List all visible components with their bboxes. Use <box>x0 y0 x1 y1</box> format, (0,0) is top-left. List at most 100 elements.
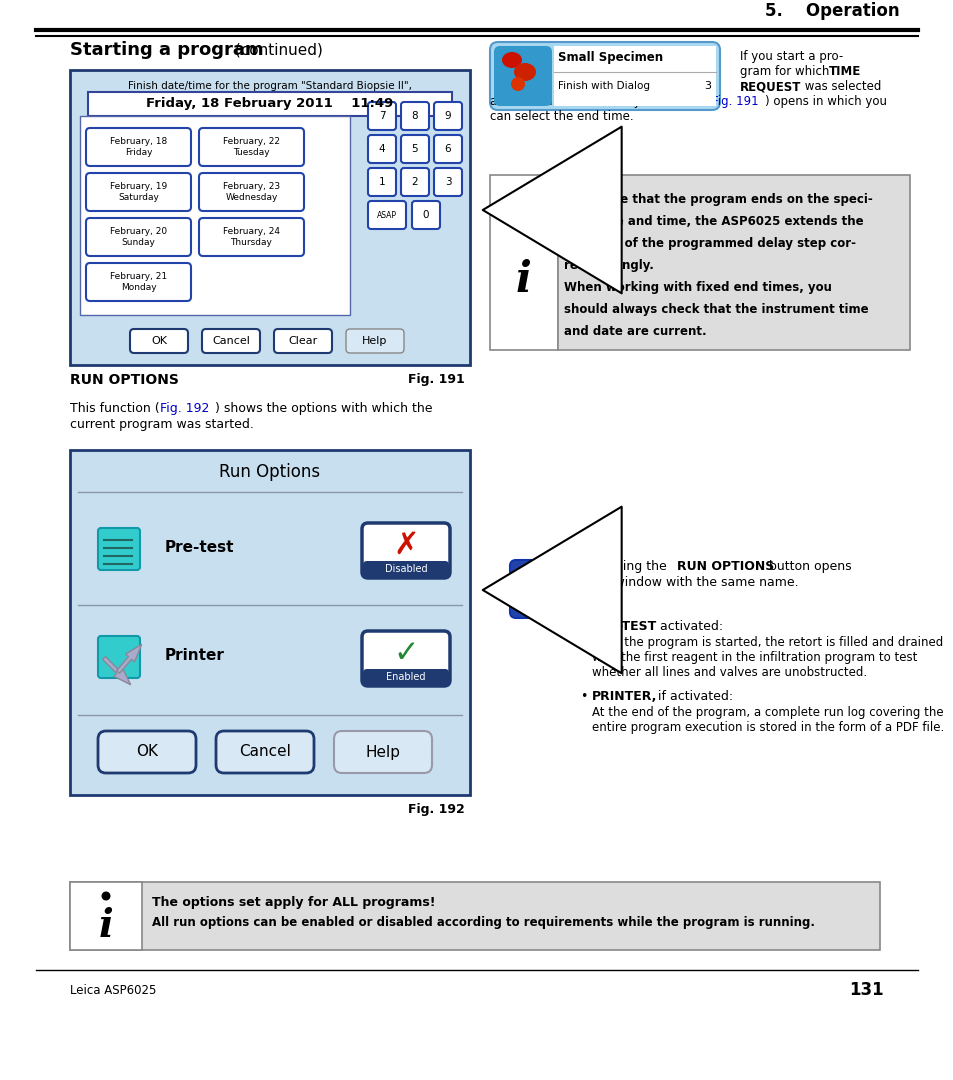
FancyBboxPatch shape <box>86 129 191 166</box>
Text: ✗: ✗ <box>393 531 418 561</box>
Text: respondingly.: respondingly. <box>563 259 653 272</box>
FancyBboxPatch shape <box>98 731 195 773</box>
Text: February, 24
Thursday: February, 24 Thursday <box>223 227 280 246</box>
FancyBboxPatch shape <box>400 168 429 195</box>
FancyBboxPatch shape <box>199 218 304 256</box>
FancyBboxPatch shape <box>199 173 304 211</box>
Text: Clear: Clear <box>288 336 317 346</box>
Text: ) shows the options with which the: ) shows the options with which the <box>214 402 432 415</box>
FancyBboxPatch shape <box>368 201 406 229</box>
Text: should always check that the instrument time: should always check that the instrument … <box>563 303 868 316</box>
FancyBboxPatch shape <box>98 528 140 570</box>
Ellipse shape <box>501 52 521 68</box>
Text: Fig. 191: Fig. 191 <box>711 95 758 108</box>
FancyBboxPatch shape <box>334 731 432 773</box>
Text: 6: 6 <box>444 144 451 154</box>
Text: 5: 5 <box>412 144 417 154</box>
Text: duration of the programmed delay step cor-: duration of the programmed delay step co… <box>563 237 855 249</box>
Text: Cancel: Cancel <box>212 336 250 346</box>
Text: When working with fixed end times, you: When working with fixed end times, you <box>563 281 831 294</box>
Text: The options set apply for ALL programs!: The options set apply for ALL programs! <box>152 896 435 909</box>
FancyBboxPatch shape <box>199 129 304 166</box>
FancyBboxPatch shape <box>490 42 720 110</box>
Text: February, 22
Tuesday: February, 22 Tuesday <box>223 137 280 157</box>
Text: TIME: TIME <box>828 65 861 78</box>
FancyBboxPatch shape <box>202 329 260 353</box>
FancyBboxPatch shape <box>363 669 449 685</box>
Bar <box>88 92 452 116</box>
Text: All run options can be enabled or disabled according to requirements while the p: All run options can be enabled or disabl… <box>152 916 814 929</box>
Bar <box>70 70 470 365</box>
Text: i: i <box>516 259 532 301</box>
FancyBboxPatch shape <box>98 636 140 678</box>
FancyBboxPatch shape <box>86 264 191 301</box>
FancyArrow shape <box>116 645 142 673</box>
Text: Disabled: Disabled <box>384 564 427 573</box>
Text: To ensure that the program ends on the speci-: To ensure that the program ends on the s… <box>563 193 872 206</box>
Bar <box>70 882 879 950</box>
FancyBboxPatch shape <box>400 135 429 163</box>
Text: RUN OPTIONS: RUN OPTIONS <box>677 561 774 573</box>
Text: 7: 7 <box>378 111 385 121</box>
FancyBboxPatch shape <box>361 523 450 578</box>
Ellipse shape <box>519 603 527 609</box>
Text: Fig. 191: Fig. 191 <box>408 373 464 386</box>
Text: current program was started.: current program was started. <box>70 418 253 431</box>
Text: •: • <box>579 690 587 703</box>
Text: 2: 2 <box>412 177 417 187</box>
Text: February, 19
Saturday: February, 19 Saturday <box>110 183 167 202</box>
FancyBboxPatch shape <box>346 329 403 353</box>
Text: Help: Help <box>362 336 387 346</box>
Text: At the end of the program, a complete run log covering the: At the end of the program, a complete ru… <box>592 706 943 719</box>
Text: Finish date/time for the program "Standard Biopsie II",: Finish date/time for the program "Standa… <box>128 81 412 91</box>
Text: 3: 3 <box>703 81 711 91</box>
Text: February, 21
Monday: February, 21 Monday <box>110 272 167 292</box>
FancyBboxPatch shape <box>215 731 314 773</box>
Text: February, 20
Sunday: February, 20 Sunday <box>110 227 167 246</box>
Text: OK: OK <box>136 744 158 759</box>
FancyBboxPatch shape <box>130 329 188 353</box>
Text: PRE-TEST: PRE-TEST <box>592 620 657 633</box>
Text: gram for which: gram for which <box>740 65 832 78</box>
Bar <box>70 882 142 950</box>
Text: REQUEST: REQUEST <box>740 80 801 93</box>
Bar <box>490 175 558 350</box>
Text: fied date and time, the ASP6025 extends the: fied date and time, the ASP6025 extends … <box>563 215 862 228</box>
Text: Starting a program: Starting a program <box>70 41 263 59</box>
FancyBboxPatch shape <box>368 135 395 163</box>
FancyBboxPatch shape <box>510 561 578 618</box>
Text: whether all lines and valves are unobstructed.: whether all lines and valves are unobstr… <box>592 666 866 679</box>
Text: was selected: was selected <box>801 80 881 93</box>
Text: This function (: This function ( <box>70 402 159 415</box>
Ellipse shape <box>519 586 527 594</box>
Text: (continued): (continued) <box>230 42 322 57</box>
Text: 4: 4 <box>378 144 385 154</box>
Ellipse shape <box>519 570 527 578</box>
Ellipse shape <box>511 77 524 91</box>
Text: 8: 8 <box>412 111 417 121</box>
Bar <box>558 175 909 350</box>
FancyBboxPatch shape <box>368 168 395 195</box>
Bar <box>80 116 350 315</box>
FancyBboxPatch shape <box>434 168 461 195</box>
Bar <box>554 46 716 106</box>
Text: •: • <box>579 620 587 633</box>
Text: entire program execution is stored in the form of a PDF file.: entire program execution is stored in th… <box>592 721 943 734</box>
Text: After the program is started, the retort is filled and drained: After the program is started, the retort… <box>592 636 943 649</box>
Text: ASAP: ASAP <box>376 211 396 219</box>
Text: Friday, 18 February 2011    11:49: Friday, 18 February 2011 11:49 <box>146 97 394 110</box>
Text: 131: 131 <box>848 981 883 999</box>
Text: can select the end time.: can select the end time. <box>490 110 633 123</box>
Ellipse shape <box>101 891 111 901</box>
FancyBboxPatch shape <box>494 46 552 106</box>
Text: Fig. 192: Fig. 192 <box>408 802 464 815</box>
Text: Run Options: Run Options <box>520 607 567 616</box>
Text: February, 23
Wednesday: February, 23 Wednesday <box>223 183 280 202</box>
Text: i: i <box>98 907 113 945</box>
Text: activated:: activated: <box>656 620 722 633</box>
Text: If you start a pro-: If you start a pro- <box>740 50 842 63</box>
FancyBboxPatch shape <box>274 329 332 353</box>
Text: Enabled: Enabled <box>386 672 425 681</box>
Text: Help: Help <box>365 744 400 759</box>
FancyBboxPatch shape <box>86 218 191 256</box>
